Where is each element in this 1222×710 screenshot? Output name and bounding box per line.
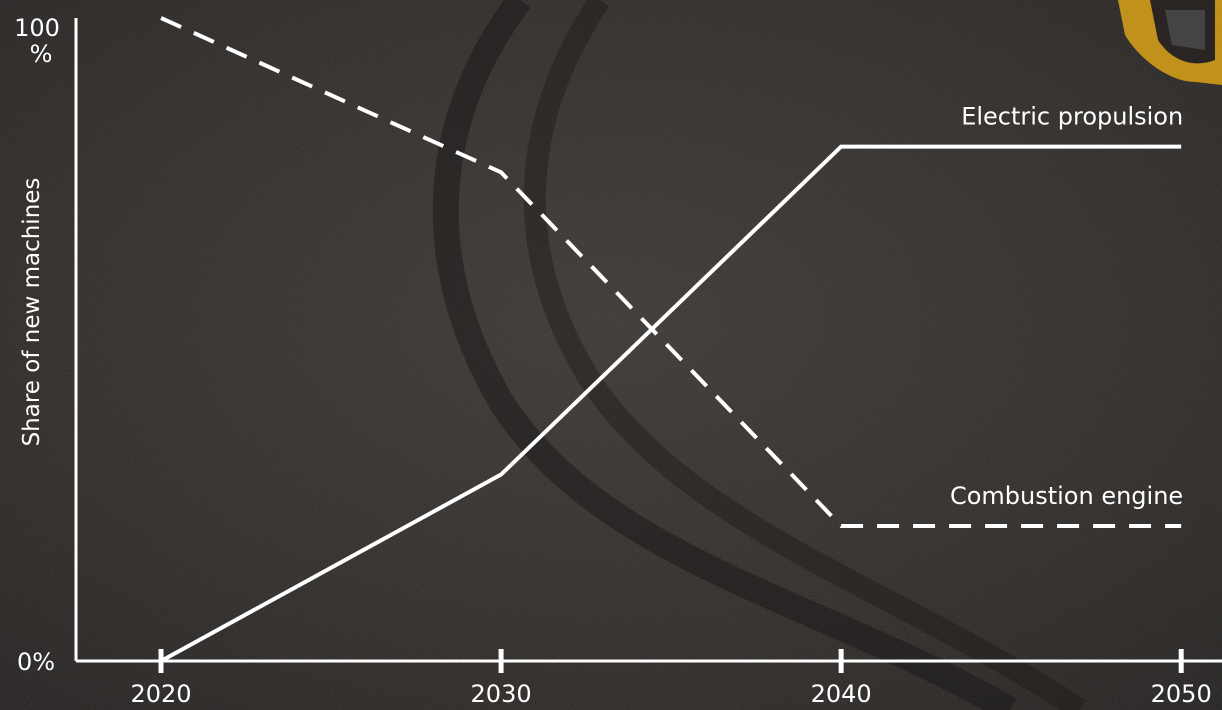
machine-image	[1118, 0, 1222, 85]
tire-track-2	[523, 0, 1087, 710]
y-axis-label: Share of new machines	[19, 178, 45, 447]
x-tick-label: 2030	[471, 680, 532, 708]
axes	[74, 18, 1222, 663]
y-tick-label-bottom: 0%	[17, 648, 55, 676]
series-line-combustion-engine	[160, 16, 1182, 528]
series-label: Combustion engine	[950, 482, 1183, 510]
x-tick-label: 2050	[1151, 680, 1212, 708]
x-ticks: 2020 2030 2040 2050	[130, 649, 1212, 708]
series-layer: Electric propulsion Combustion engine	[160, 16, 1183, 663]
x-tick-label: 2040	[811, 680, 872, 708]
x-tick-label: 2020	[130, 680, 191, 708]
series-label: Electric propulsion	[961, 103, 1183, 131]
y-tick-label-top-unit: %	[30, 40, 53, 68]
series-line-electric-propulsion	[160, 144, 1182, 663]
tire-track-1	[432, 0, 1017, 710]
y-tick-label-top-value: 100	[14, 14, 60, 42]
